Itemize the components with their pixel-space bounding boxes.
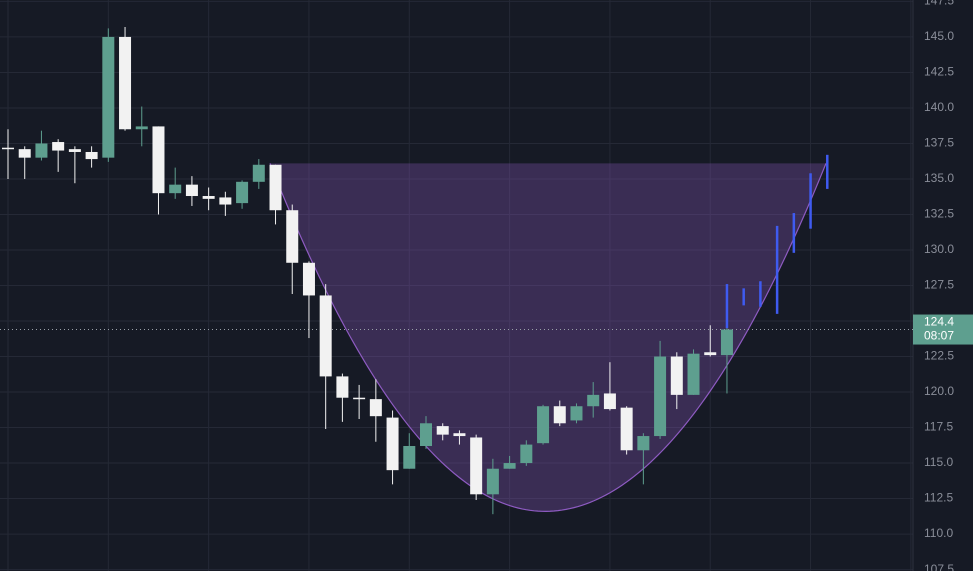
candle-body — [620, 407, 633, 451]
price-label-box — [913, 314, 973, 345]
candle-body — [135, 126, 148, 130]
candle-body — [319, 295, 332, 377]
candle-body — [269, 164, 282, 211]
y-tick-label: 117.5 — [924, 420, 953, 434]
candle-body — [252, 164, 265, 182]
price-label: 124.4 — [924, 315, 954, 329]
candle-body — [570, 406, 583, 421]
candle-body — [152, 126, 165, 194]
candle-body — [219, 197, 232, 205]
candle-body — [18, 149, 31, 158]
candle-body — [353, 397, 366, 400]
candle-body — [503, 463, 516, 469]
y-tick-label: 147.5 — [924, 0, 954, 8]
candle-body — [119, 36, 132, 130]
candle-body — [302, 262, 315, 296]
candle-body — [603, 393, 616, 410]
candle-body — [369, 399, 382, 417]
y-tick-label: 122.5 — [924, 349, 954, 363]
y-tick-label: 120.0 — [924, 384, 954, 398]
candle-body — [236, 181, 249, 204]
y-tick-label: 145.0 — [924, 29, 954, 43]
candle-body — [169, 184, 182, 194]
y-tick-label: 112.5 — [924, 491, 953, 505]
y-tick-label: 127.5 — [924, 278, 954, 292]
pattern-curve — [269, 163, 827, 512]
candle-body — [520, 444, 533, 464]
candle-body — [436, 426, 449, 435]
y-tick-label: 142.5 — [924, 65, 954, 79]
y-tick-label: 110.0 — [924, 526, 953, 540]
candle-body — [35, 143, 48, 158]
y-tick-label: 140.0 — [924, 100, 954, 114]
candle-body — [102, 36, 115, 158]
countdown-label: 08:07 — [924, 329, 954, 343]
candle-body — [202, 196, 215, 199]
y-tick-label: 135.0 — [924, 171, 954, 185]
pattern-fill — [270, 163, 826, 512]
y-tick-label: 132.5 — [924, 207, 954, 221]
candle-body — [654, 356, 667, 437]
candle-body — [336, 376, 349, 398]
candle-body — [587, 394, 600, 407]
y-tick-label: 130.0 — [924, 242, 954, 256]
candle-body — [637, 436, 650, 451]
candle-body — [704, 352, 717, 356]
candle-body — [403, 446, 416, 469]
y-tick-label: 107.5 — [924, 562, 954, 571]
candle-body — [185, 184, 198, 197]
candle-body — [2, 147, 14, 150]
candle-body — [553, 406, 566, 424]
candle-body — [453, 433, 466, 437]
y-tick-label: 137.5 — [924, 136, 954, 150]
candle-body — [470, 437, 483, 495]
candle-body — [386, 417, 399, 471]
candle-body — [720, 329, 733, 356]
candle-body — [286, 210, 299, 263]
candle-body — [420, 423, 432, 447]
candle-body — [68, 149, 81, 152]
candle-body — [537, 406, 550, 444]
y-tick-label: 115.0 — [924, 455, 953, 469]
candle-body — [486, 468, 499, 495]
candle-body — [52, 142, 65, 151]
candle-body — [85, 151, 98, 160]
candle-body — [670, 356, 683, 395]
candle-body — [687, 353, 700, 395]
